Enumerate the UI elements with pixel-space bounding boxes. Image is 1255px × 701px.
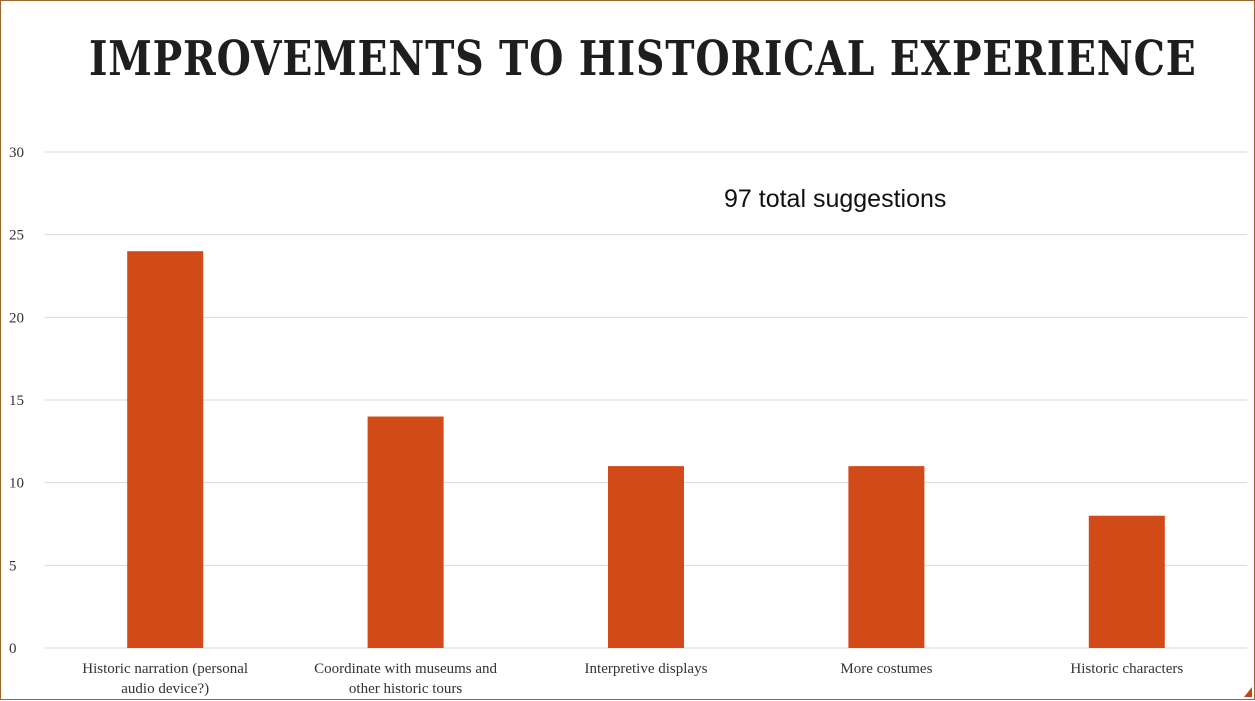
bar	[848, 466, 925, 648]
y-tick-label: 5	[9, 558, 17, 574]
x-tick-label: Historic characters	[1070, 661, 1183, 677]
bar	[608, 466, 684, 648]
y-tick-label: 30	[9, 145, 24, 161]
x-tick-label: Coordinate with museums and	[314, 661, 497, 677]
corner-decoration	[1244, 687, 1252, 697]
x-tick-label: Historic narration (personal	[82, 661, 248, 677]
total-suggestions-annotation: 97 total suggestions	[724, 185, 947, 213]
x-tick-label: More costumes	[840, 661, 932, 677]
y-tick-label: 25	[9, 228, 24, 244]
y-tick-label: 20	[9, 310, 24, 326]
bar	[367, 416, 444, 648]
y-axis-tick-labels: 0 5 10 15 20 25 30	[9, 145, 24, 657]
x-tick-label: other historic tours	[349, 681, 462, 697]
x-tick-label: Interpretive displays	[585, 661, 708, 677]
x-tick-label: audio device?)	[121, 681, 209, 697]
y-tick-label: 0	[9, 641, 17, 657]
bar	[127, 251, 204, 648]
bars	[127, 251, 1165, 648]
y-tick-label: 10	[9, 476, 24, 492]
slide-title: IMPROVEMENTS TO HISTORICAL EXPERIENCE	[89, 31, 1197, 87]
bar	[1088, 515, 1165, 648]
x-axis-category-labels: Historic narration (personal audio device…	[82, 661, 1183, 697]
y-tick-label: 15	[9, 393, 24, 409]
